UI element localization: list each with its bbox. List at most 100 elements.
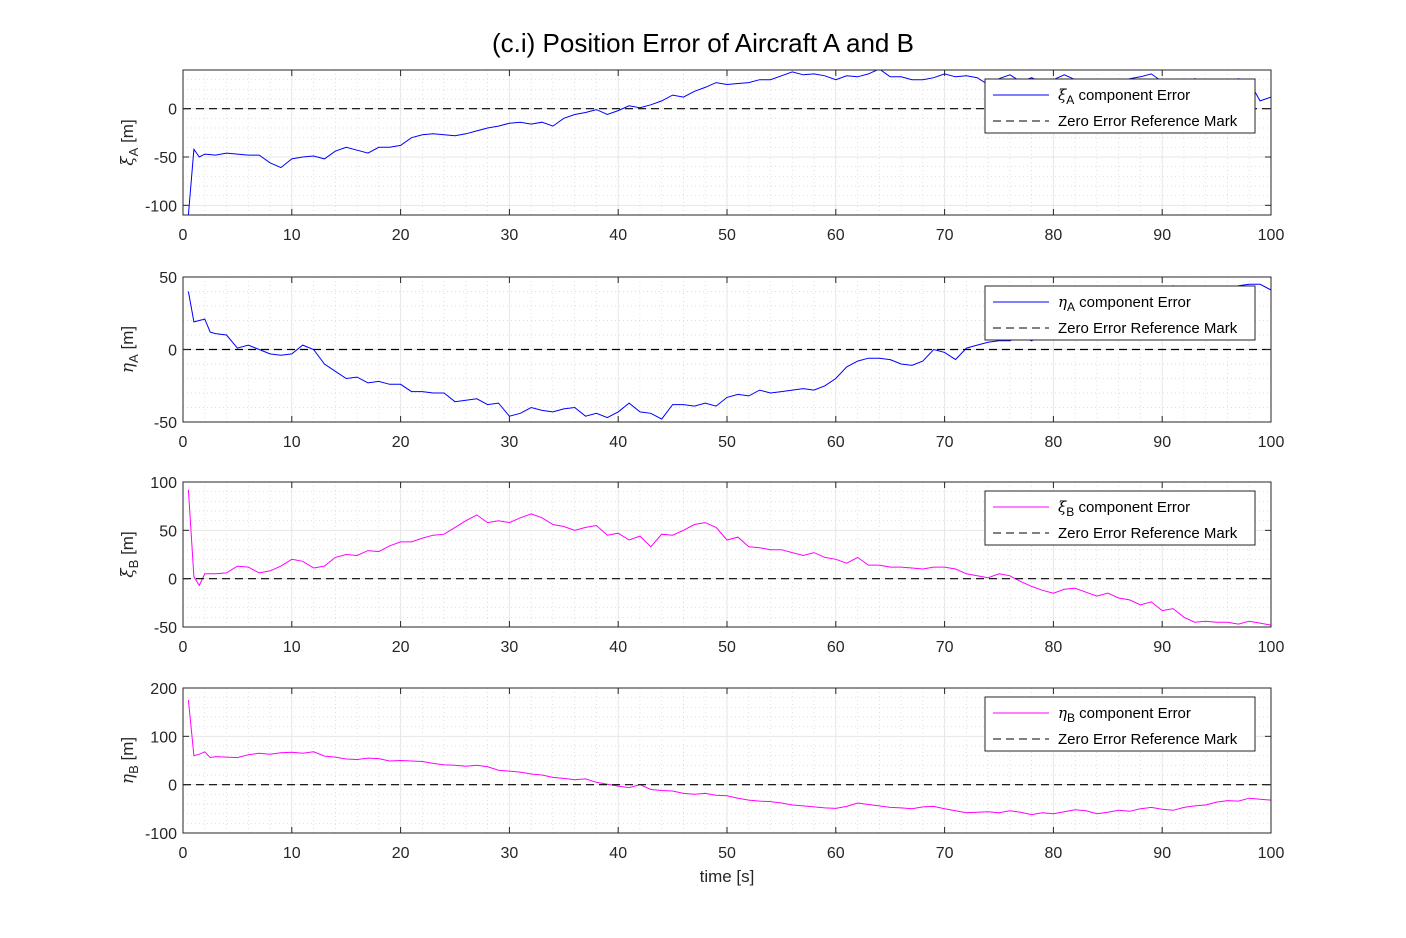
legend-subscript: A xyxy=(1066,93,1074,107)
x-tick-label: 20 xyxy=(392,227,410,244)
y-axis-label: ηA [m] xyxy=(118,326,141,373)
legend-suffix: component Error xyxy=(1074,499,1190,516)
series-group xyxy=(183,700,1271,816)
x-tick-label: 70 xyxy=(936,639,954,656)
y-tick-label: -100 xyxy=(145,826,177,843)
legend-suffix: component Error xyxy=(1075,294,1191,311)
x-tick-label: 70 xyxy=(936,227,954,244)
legend-box xyxy=(984,490,1256,546)
x-tick-label: 90 xyxy=(1153,845,1171,862)
x-tick-label: 0 xyxy=(179,845,188,862)
y-axis-label: ξB [m] xyxy=(118,531,141,577)
x-tick-label: 30 xyxy=(501,845,519,862)
x-tick-label: 100 xyxy=(1258,845,1285,862)
legend-entry-label: Zero Error Reference Mark xyxy=(1058,525,1238,542)
legend-entry-label: ξA component Error xyxy=(1058,86,1190,107)
legend-symbol: ξ xyxy=(1058,86,1067,104)
legend-entry-label: Zero Error Reference Mark xyxy=(1058,320,1238,337)
error-series-line xyxy=(187,489,1271,626)
x-tick-label: 20 xyxy=(392,639,410,656)
grid-lines xyxy=(182,70,1272,215)
x-tick-label: 90 xyxy=(1153,227,1171,244)
series-group xyxy=(183,489,1271,626)
y-tick-label: 0 xyxy=(168,102,177,119)
x-tick-label: 50 xyxy=(718,227,736,244)
x-tick-label: 60 xyxy=(827,639,845,656)
x-tick-label: 0 xyxy=(179,434,188,451)
y-axis-symbol: ξ xyxy=(118,567,138,578)
y-tick-label: 100 xyxy=(150,475,177,492)
x-tick-label: 50 xyxy=(718,434,736,451)
y-tick-label: 0 xyxy=(168,572,177,589)
legend-box xyxy=(984,78,1256,134)
x-tick-label: 10 xyxy=(283,227,301,244)
y-tick-label: -50 xyxy=(154,415,177,432)
error-series-line xyxy=(187,700,1271,816)
legend-subscript: B xyxy=(1067,711,1075,725)
legend-symbol: η xyxy=(1058,293,1067,311)
x-tick-label: 0 xyxy=(179,227,188,244)
y-axis-unit: [m] xyxy=(118,737,137,765)
x-tick-label: 20 xyxy=(392,845,410,862)
legend: ηA component Error Zero Error Reference M… xyxy=(984,285,1256,341)
y-axis-subscript: A xyxy=(126,147,141,156)
y-tick-label: -50 xyxy=(154,620,177,637)
x-tick-label: 70 xyxy=(936,845,954,862)
y-tick-label: 50 xyxy=(159,270,177,287)
y-axis-label: ηB [m] xyxy=(118,737,141,784)
y-axis-unit: [m] xyxy=(118,119,137,147)
x-tick-label: 30 xyxy=(501,639,519,656)
figure-title: (c.i) Position Error of Aircraft A and B xyxy=(492,28,914,58)
x-tick-label: 50 xyxy=(718,845,736,862)
y-tick-label: -100 xyxy=(145,198,177,215)
legend: ηB component Error Zero Error Reference M… xyxy=(984,696,1256,752)
x-tick-label: 10 xyxy=(283,845,301,862)
x-tick-label: 80 xyxy=(1045,227,1063,244)
x-tick-label: 80 xyxy=(1045,639,1063,656)
y-axis-symbol: η xyxy=(118,362,138,373)
x-tick-label: 40 xyxy=(609,639,627,656)
y-tick-label: 200 xyxy=(150,681,177,698)
x-tick-label: 100 xyxy=(1258,434,1285,451)
y-tick-label: -50 xyxy=(154,150,177,167)
legend-entry-label: Zero Error Reference Mark xyxy=(1058,113,1238,130)
legend-entry-label: ηA component Error xyxy=(1058,293,1191,314)
legend-box xyxy=(984,285,1256,341)
x-tick-label: 60 xyxy=(827,227,845,244)
legend: ξA component Error Zero Error Reference M… xyxy=(984,78,1256,134)
legend-suffix: component Error xyxy=(1074,87,1190,104)
legend: ξB component Error Zero Error Reference M… xyxy=(984,490,1256,546)
legend-entry-label: ηB component Error xyxy=(1058,704,1191,725)
x-tick-label: 90 xyxy=(1153,639,1171,656)
legend-entry-label: Zero Error Reference Mark xyxy=(1058,731,1238,748)
y-axis-symbol: ξ xyxy=(118,155,138,166)
x-tick-label: 20 xyxy=(392,434,410,451)
legend-subscript: A xyxy=(1067,300,1075,314)
y-tick-label: 50 xyxy=(159,523,177,540)
y-tick-label: 100 xyxy=(150,729,177,746)
x-tick-label: 40 xyxy=(609,434,627,451)
x-tick-label: 30 xyxy=(501,434,519,451)
y-tick-label: 0 xyxy=(168,778,177,795)
legend-suffix: component Error xyxy=(1075,705,1191,722)
x-tick-label: 100 xyxy=(1258,639,1285,656)
y-axis-unit: [m] xyxy=(118,531,137,559)
x-tick-label: 60 xyxy=(827,434,845,451)
x-tick-label: 80 xyxy=(1045,845,1063,862)
x-tick-label: 70 xyxy=(936,434,954,451)
x-tick-label: 100 xyxy=(1258,227,1285,244)
y-axis-label: ξA [m] xyxy=(118,119,141,165)
y-tick-label: 0 xyxy=(168,343,177,360)
y-axis-unit: [m] xyxy=(118,326,137,354)
legend-entry-label: ξB component Error xyxy=(1058,498,1190,519)
x-tick-label: 30 xyxy=(501,227,519,244)
x-tick-label: 80 xyxy=(1045,434,1063,451)
legend-symbol: η xyxy=(1058,704,1067,722)
